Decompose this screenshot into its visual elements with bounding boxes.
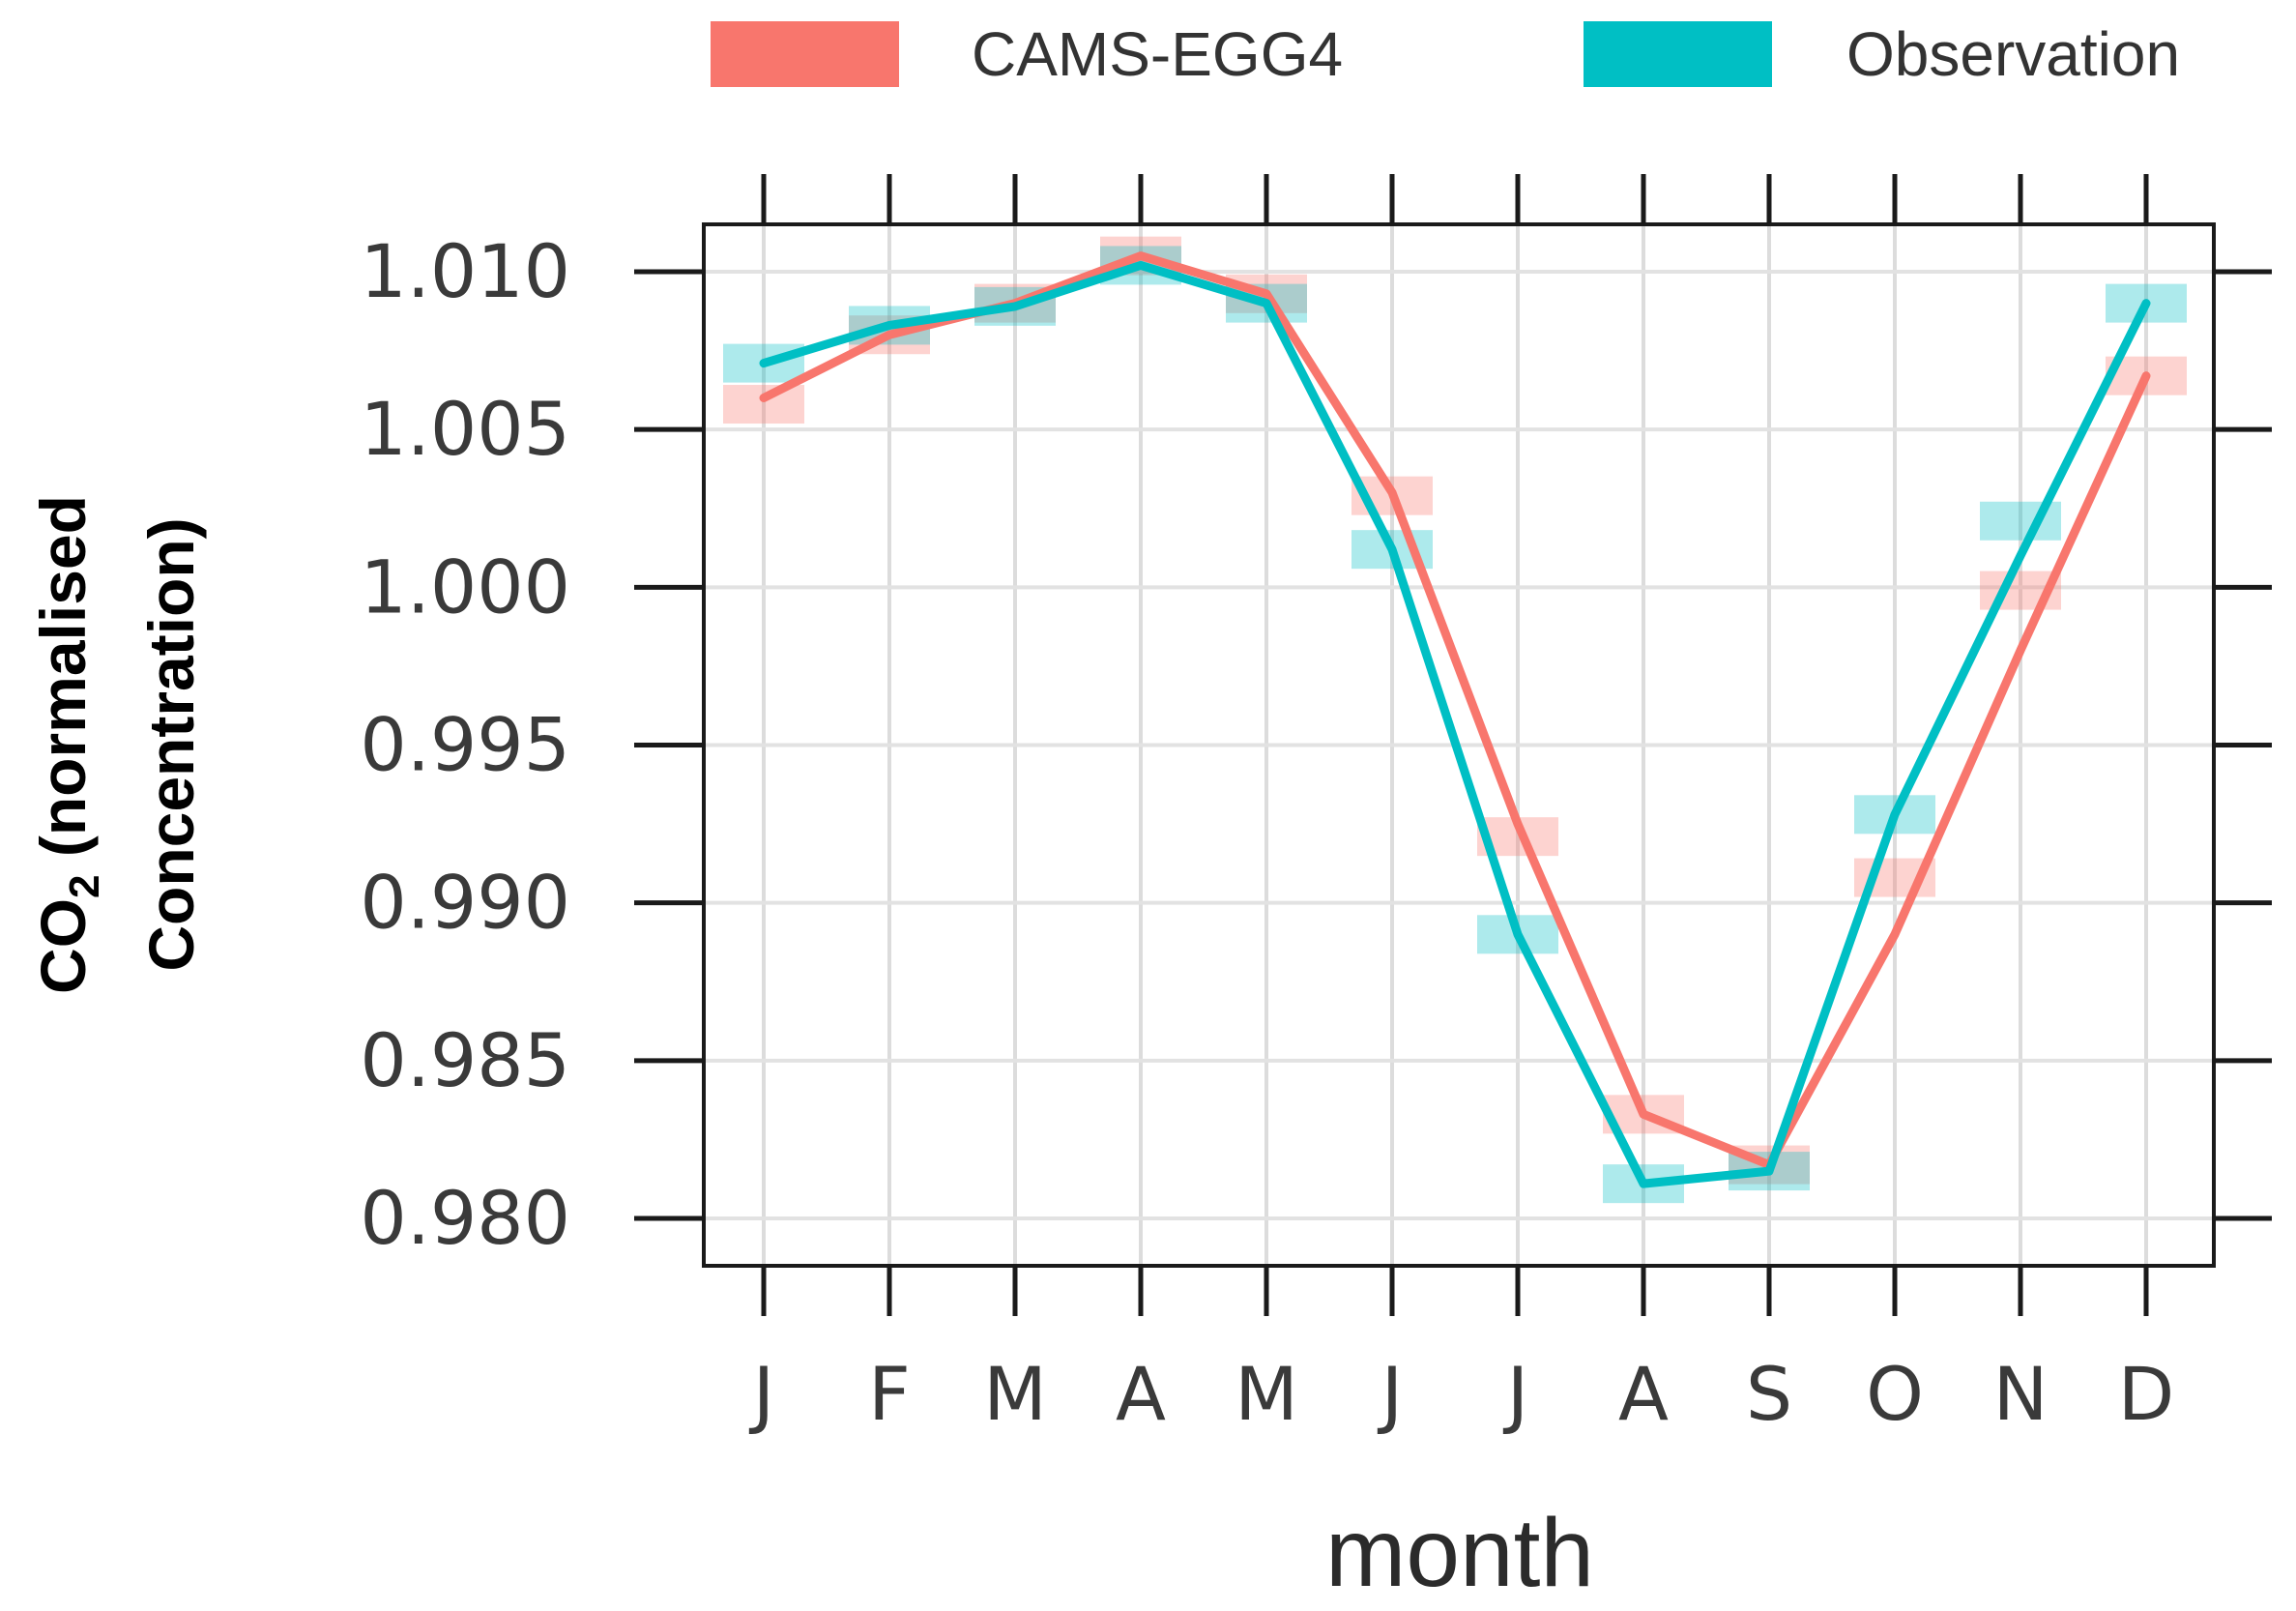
y-tick-label: 0.995 <box>360 702 570 788</box>
y-tick-label: 1.010 <box>360 228 570 314</box>
series-lines <box>759 251 2151 1188</box>
data-point-marker <box>723 385 804 425</box>
x-tick-label: F <box>868 1351 911 1437</box>
x-tick-label: A <box>1116 1351 1166 1437</box>
x-tick-label: D <box>2118 1351 2175 1437</box>
y-axis-ticks <box>634 269 2272 1221</box>
y-tick-label: 1.005 <box>360 386 570 472</box>
x-tick-label: N <box>1993 1351 2049 1437</box>
series-line <box>759 251 2151 1170</box>
data-markers <box>723 236 2187 1204</box>
x-tick-label: J <box>1378 1351 1403 1437</box>
y-axis-label: CO2 (normalised <box>27 495 108 994</box>
x-tick-label: A <box>1618 1351 1669 1437</box>
grid <box>704 224 2214 1266</box>
y-tick-label: 0.980 <box>360 1175 570 1261</box>
y-axis-label-rest: (normalised <box>27 495 99 874</box>
x-tick-label: S <box>1746 1351 1792 1437</box>
y-tick-labels: 0.980 0.985 0.990 0.995 1.000 1.005 1.010 <box>360 228 570 1261</box>
legend-label: CAMS-EGG4 <box>972 19 1343 89</box>
y-tick-label: 1.000 <box>360 543 570 630</box>
x-axis-label: month <box>1325 1499 1594 1607</box>
legend-swatch <box>1584 21 1772 87</box>
x-tick-label: M <box>983 1351 1047 1437</box>
x-tick-label: M <box>1235 1351 1298 1437</box>
legend: CAMS-EGG4 Observation <box>711 19 2180 89</box>
x-tick-label: J <box>749 1351 774 1437</box>
series-line <box>759 260 2151 1188</box>
y-tick-label: 0.990 <box>360 860 570 946</box>
x-tick-label: J <box>1503 1351 1528 1437</box>
x-tick-label: O <box>1866 1351 1924 1437</box>
legend-label: Observation <box>1846 19 2180 89</box>
y-axis-label-line2: Concentration) <box>135 517 207 971</box>
y-tick-label: 0.985 <box>360 1017 570 1103</box>
y-axis-label-subscript: 2 <box>61 874 108 897</box>
legend-swatch <box>711 21 899 87</box>
x-axis-ticks <box>761 174 2149 1316</box>
y-axis-label-prefix: CO <box>27 898 99 994</box>
